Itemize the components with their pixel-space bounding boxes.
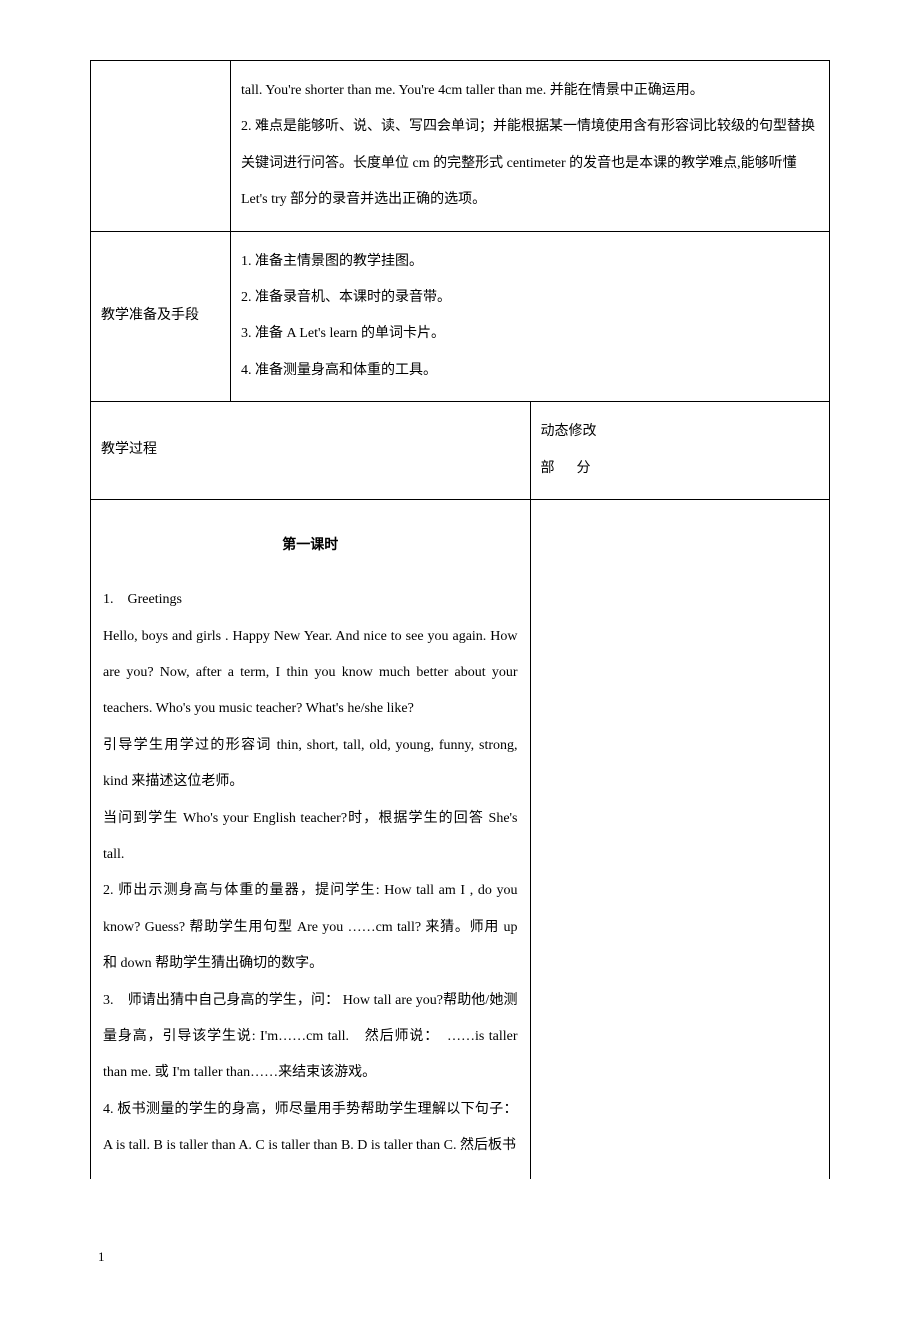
row-label-preparation: 教学准备及手段 <box>91 231 231 402</box>
content-line: tall. You're shorter than me. You're 4cm… <box>241 73 819 109</box>
content-line: 3. 准备 A Let's learn 的单词卡片。 <box>241 316 819 352</box>
content-line: 2. 难点是能够听、说、读、写四会单词；并能根据某一情境使用含有形容词比较级的句… <box>241 109 819 218</box>
table-row: 教学准备及手段 1. 准备主情景图的教学挂图。 2. 准备录音机、本课时的录音带… <box>91 231 830 402</box>
content-line: 2. 准备录音机、本课时的录音带。 <box>241 280 819 316</box>
page-number: 1 <box>90 1249 830 1265</box>
row-content-difficulties: tall. You're shorter than me. You're 4cm… <box>231 61 830 231</box>
lesson-body: 1. Greetings Hello, boys and girls . Hap… <box>103 582 518 1164</box>
content-line: 4. 准备测量身高和体重的工具。 <box>241 353 819 389</box>
notes-line1: 动态修改 <box>541 424 597 439</box>
lesson-paragraph: 4. 板书测量的学生的身高，师尽量用手势帮助学生理解以下句子：A is tall… <box>103 1092 518 1165</box>
lesson-paragraph: 当问到学生 Who's your English teacher?时，根据学生的… <box>103 801 518 874</box>
lesson-plan-table: tall. You're shorter than me. You're 4cm… <box>90 61 830 1179</box>
row-content-preparation: 1. 准备主情景图的教学挂图。 2. 准备录音机、本课时的录音带。 3. 准备 … <box>231 231 830 402</box>
notes-label: 动态修改 部 分 <box>530 402 830 500</box>
table-row: tall. You're shorter than me. You're 4cm… <box>91 61 830 231</box>
lesson-paragraph: 引导学生用学过的形容词 thin, short, tall, old, youn… <box>103 728 518 801</box>
notes-column-empty <box>530 499 830 1178</box>
page-container: tall. You're shorter than me. You're 4cm… <box>0 60 920 1265</box>
notes-line2: 部 <box>541 461 555 476</box>
lesson-paragraph: 3. 师请出猜中自己身高的学生，问： How tall are you?帮助他/… <box>103 983 518 1092</box>
content-line: 1. 准备主情景图的教学挂图。 <box>241 244 819 280</box>
lesson-title: 第一课时 <box>103 528 518 564</box>
table-row-process-header: 教学过程 动态修改 部 分 <box>91 402 830 500</box>
process-label: 教学过程 <box>91 402 531 500</box>
row-label-empty <box>91 61 231 231</box>
table-row-lesson-body: 第一课时 1. Greetings Hello, boys and girls … <box>91 499 830 1178</box>
notes-line3: 分 <box>577 461 591 476</box>
lesson-paragraph: Hello, boys and girls . Happy New Year. … <box>103 619 518 728</box>
lesson-paragraph: 2. 师出示测身高与体重的量器，提问学生: How tall am I , do… <box>103 873 518 982</box>
lesson-paragraph: 1. Greetings <box>103 582 518 618</box>
lesson-content-cell: 第一课时 1. Greetings Hello, boys and girls … <box>91 499 531 1178</box>
